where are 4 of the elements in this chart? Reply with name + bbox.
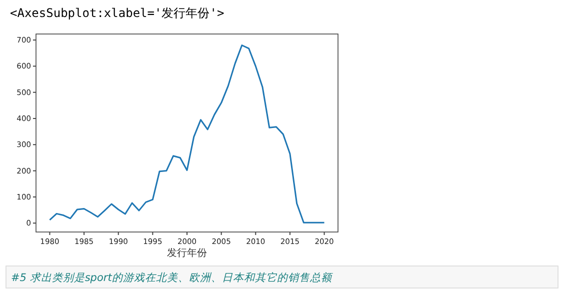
x-axis-title: 发行年份 [167, 247, 207, 259]
text: #5 求出类别是sport的游戏在北美、欧洲、日本和其它的销售总额 [11, 272, 333, 284]
line-series [48, 44, 326, 224]
chart-title: <AxesSubplot:xlabel='发行年份'> [10, 6, 224, 20]
